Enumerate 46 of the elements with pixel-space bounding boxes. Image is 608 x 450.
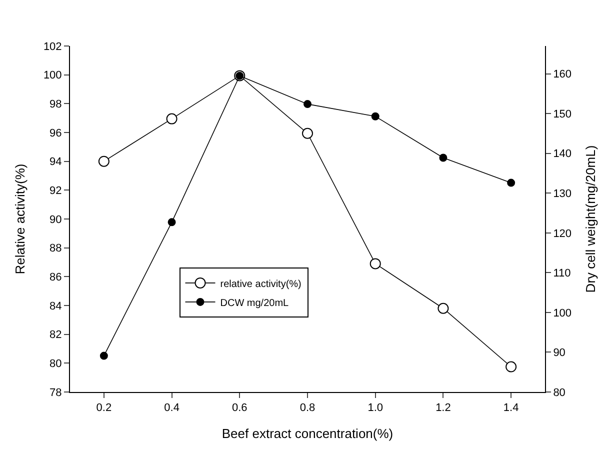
point — [438, 302, 449, 314]
y2-tick-label: 120 — [553, 228, 572, 240]
y2-tick-label: 140 — [553, 148, 572, 160]
y-tick-label: 90 — [50, 214, 62, 226]
y-tick-label: 96 — [50, 127, 62, 140]
point — [168, 218, 176, 226]
y-tick-label: 100 — [43, 70, 62, 82]
y-tick-label: 80 — [50, 358, 62, 370]
x-tick-label: 0.2 — [96, 402, 112, 414]
y-tick-label: 92 — [50, 185, 62, 198]
y-tick-label: 82 — [50, 329, 62, 342]
legend-label: DCW mg/20mL — [220, 298, 290, 309]
legend-label: relative activity(%) — [220, 278, 302, 290]
y-tick-label: 78 — [50, 386, 62, 399]
y-tick-label: 102 — [43, 40, 62, 53]
point — [98, 156, 110, 167]
point — [371, 112, 380, 120]
y2-tick-label: 110 — [553, 268, 571, 280]
y2-tick-label: 160 — [553, 68, 572, 81]
x-tick-label: 0.4 — [164, 402, 180, 414]
point — [304, 100, 312, 108]
x-tick-label: 0.6 — [232, 402, 248, 414]
point — [507, 178, 516, 187]
x-axis-title: Beef extract concentration(%) — [222, 426, 394, 441]
x-tick-label: 1.4 — [503, 402, 519, 414]
x-tick-label: 1.2 — [436, 402, 451, 414]
y2-tick-label: 150 — [553, 108, 572, 120]
y-tick-label: 98 — [50, 98, 62, 111]
y2-tick-label: 100 — [553, 307, 572, 320]
y-tick-label: 86 — [50, 272, 62, 284]
point — [100, 352, 108, 360]
point — [506, 361, 517, 372]
y-axis-title: Relative activity(%) — [12, 164, 28, 274]
x-tick-label: 0.8 — [300, 402, 316, 414]
y-tick-label: 84 — [50, 300, 62, 312]
y2-axis-title: Dry cell weight(mg/20mL) — [583, 145, 598, 293]
x-tick-label: 1.0 — [368, 402, 384, 414]
point — [166, 113, 178, 124]
y-tick-label: 88 — [50, 242, 62, 255]
point — [370, 258, 381, 270]
point — [302, 128, 313, 139]
point — [439, 154, 448, 162]
y2-tick-label: 90 — [553, 347, 566, 360]
y-tick-label: 94 — [50, 156, 62, 168]
y2-tick-label: 80 — [553, 386, 566, 399]
y2-tick-label: 130 — [553, 188, 572, 200]
